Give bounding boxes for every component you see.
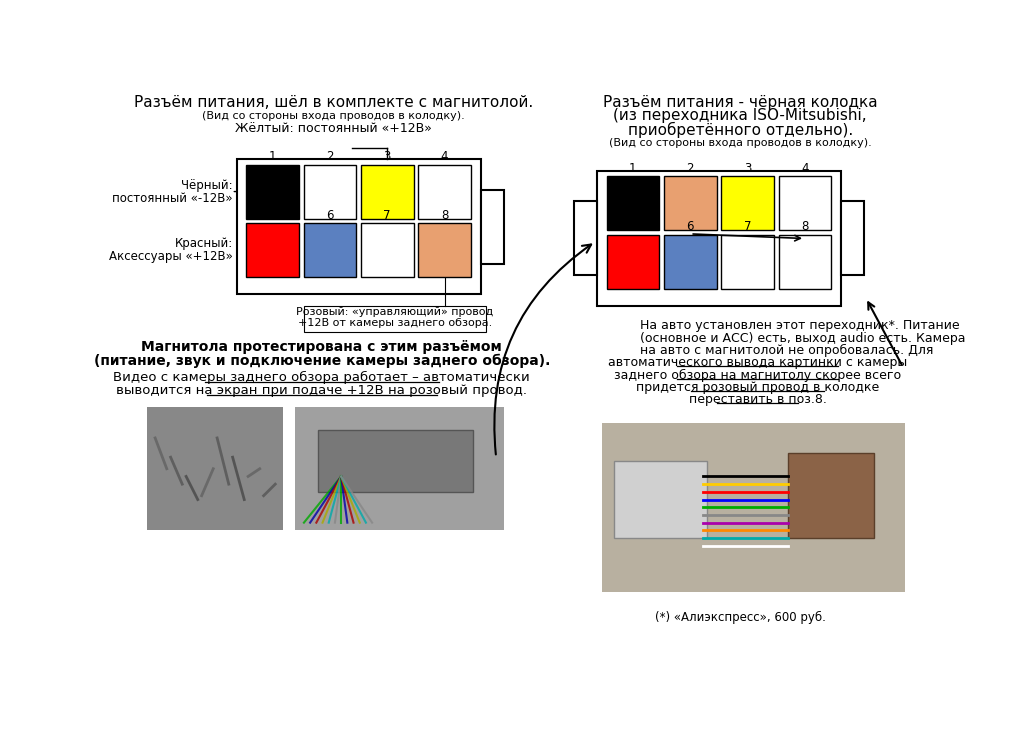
Text: на авто с магнитолой не опробовалась. Для: на авто с магнитолой не опробовалась. Дл… <box>640 344 933 357</box>
Text: (Вид со стороны входа проводов в колодку).: (Вид со стороны входа проводов в колодку… <box>609 139 871 148</box>
Bar <box>246 164 299 218</box>
Text: (из переходника ISO-Mitsubishi,: (из переходника ISO-Mitsubishi, <box>613 108 867 123</box>
Text: Розовый: «управляющий» провод: Розовый: «управляющий» провод <box>296 307 494 317</box>
Bar <box>597 171 841 306</box>
Bar <box>841 201 864 275</box>
Text: (питание, звук и подключение камеры заднего обзора).: (питание, звук и подключение камеры задн… <box>93 354 550 369</box>
Bar <box>721 234 774 288</box>
Text: 7: 7 <box>383 209 391 222</box>
Text: 2: 2 <box>686 161 694 174</box>
Text: (основное и АСС) есть, выход audio есть. Камера: (основное и АСС) есть, выход audio есть.… <box>640 331 965 345</box>
Bar <box>602 423 904 592</box>
Bar <box>246 223 299 277</box>
Text: 4: 4 <box>801 161 809 174</box>
Text: придется розовый провод в колодке: придется розовый провод в колодке <box>636 381 880 394</box>
Text: заднего обзора на магнитолу скорее всего: заднего обзора на магнитолу скорее всего <box>614 369 901 382</box>
Text: Жёлтый: постоянный «+12В»: Жёлтый: постоянный «+12В» <box>234 122 432 135</box>
Bar <box>295 407 504 531</box>
Text: 5: 5 <box>269 209 276 222</box>
Bar <box>721 176 774 230</box>
Text: 5: 5 <box>629 220 637 233</box>
Text: Разъём питания - чёрная колодка: Разъём питания - чёрная колодка <box>603 96 878 110</box>
Bar <box>303 306 486 332</box>
Text: Аксессуары «+12В»: Аксессуары «+12В» <box>109 250 232 263</box>
Bar <box>664 234 717 288</box>
Bar <box>360 164 414 218</box>
Bar <box>418 223 471 277</box>
Bar <box>480 190 504 264</box>
Text: переставить в поз.8.: переставить в поз.8. <box>689 393 826 407</box>
Text: 3: 3 <box>743 161 752 174</box>
Text: +12В от камеры заднего обзора.: +12В от камеры заднего обзора. <box>298 318 493 328</box>
Text: 4: 4 <box>441 150 449 163</box>
Text: Красный:: Красный: <box>174 237 232 250</box>
Bar <box>303 223 356 277</box>
Text: Разъём питания, шёл в комплекте с магнитолой.: Разъём питания, шёл в комплекте с магнит… <box>134 96 534 110</box>
Text: 8: 8 <box>441 209 449 222</box>
Text: 1: 1 <box>629 161 637 174</box>
Bar <box>778 234 831 288</box>
Bar <box>317 430 473 492</box>
Bar <box>606 176 659 230</box>
Bar <box>664 176 717 230</box>
Text: 8: 8 <box>801 220 809 233</box>
Text: выводится на экран при подаче +12В на розовый провод.: выводится на экран при подаче +12В на ро… <box>117 384 527 397</box>
Text: Видео с камеры заднего обзора работает – автоматически: Видео с камеры заднего обзора работает –… <box>114 371 530 384</box>
Bar <box>418 164 471 218</box>
Text: приобретённого отдельно).: приобретённого отдельно). <box>628 121 853 138</box>
Bar <box>573 201 597 275</box>
Bar <box>303 164 356 218</box>
Text: 6: 6 <box>686 220 694 233</box>
Bar <box>614 461 707 538</box>
Text: 6: 6 <box>326 209 334 222</box>
Text: 2: 2 <box>326 150 334 163</box>
Bar <box>360 223 414 277</box>
Text: (Вид со стороны входа проводов в колодку).: (Вид со стороны входа проводов в колодку… <box>202 111 465 120</box>
Text: автоматического вывода картинки с камеры: автоматического вывода картинки с камеры <box>608 356 907 369</box>
Text: 3: 3 <box>384 150 391 163</box>
Bar <box>237 159 480 294</box>
Text: (*) «Алиэкспресс», 600 руб.: (*) «Алиэкспресс», 600 руб. <box>654 611 825 624</box>
Bar <box>788 453 873 538</box>
Text: Чёрный:: Чёрный: <box>181 179 232 191</box>
Text: постоянный «-12В»: постоянный «-12В» <box>112 191 232 204</box>
Text: 1: 1 <box>268 150 276 163</box>
Bar <box>147 407 283 531</box>
Bar <box>606 234 659 288</box>
Text: Магнитола протестирована с этим разъёмом: Магнитола протестирована с этим разъёмом <box>141 340 502 354</box>
Text: На авто установлен этот переходник*. Питание: На авто установлен этот переходник*. Пит… <box>640 319 959 332</box>
Text: 7: 7 <box>743 220 752 233</box>
Bar <box>778 176 831 230</box>
